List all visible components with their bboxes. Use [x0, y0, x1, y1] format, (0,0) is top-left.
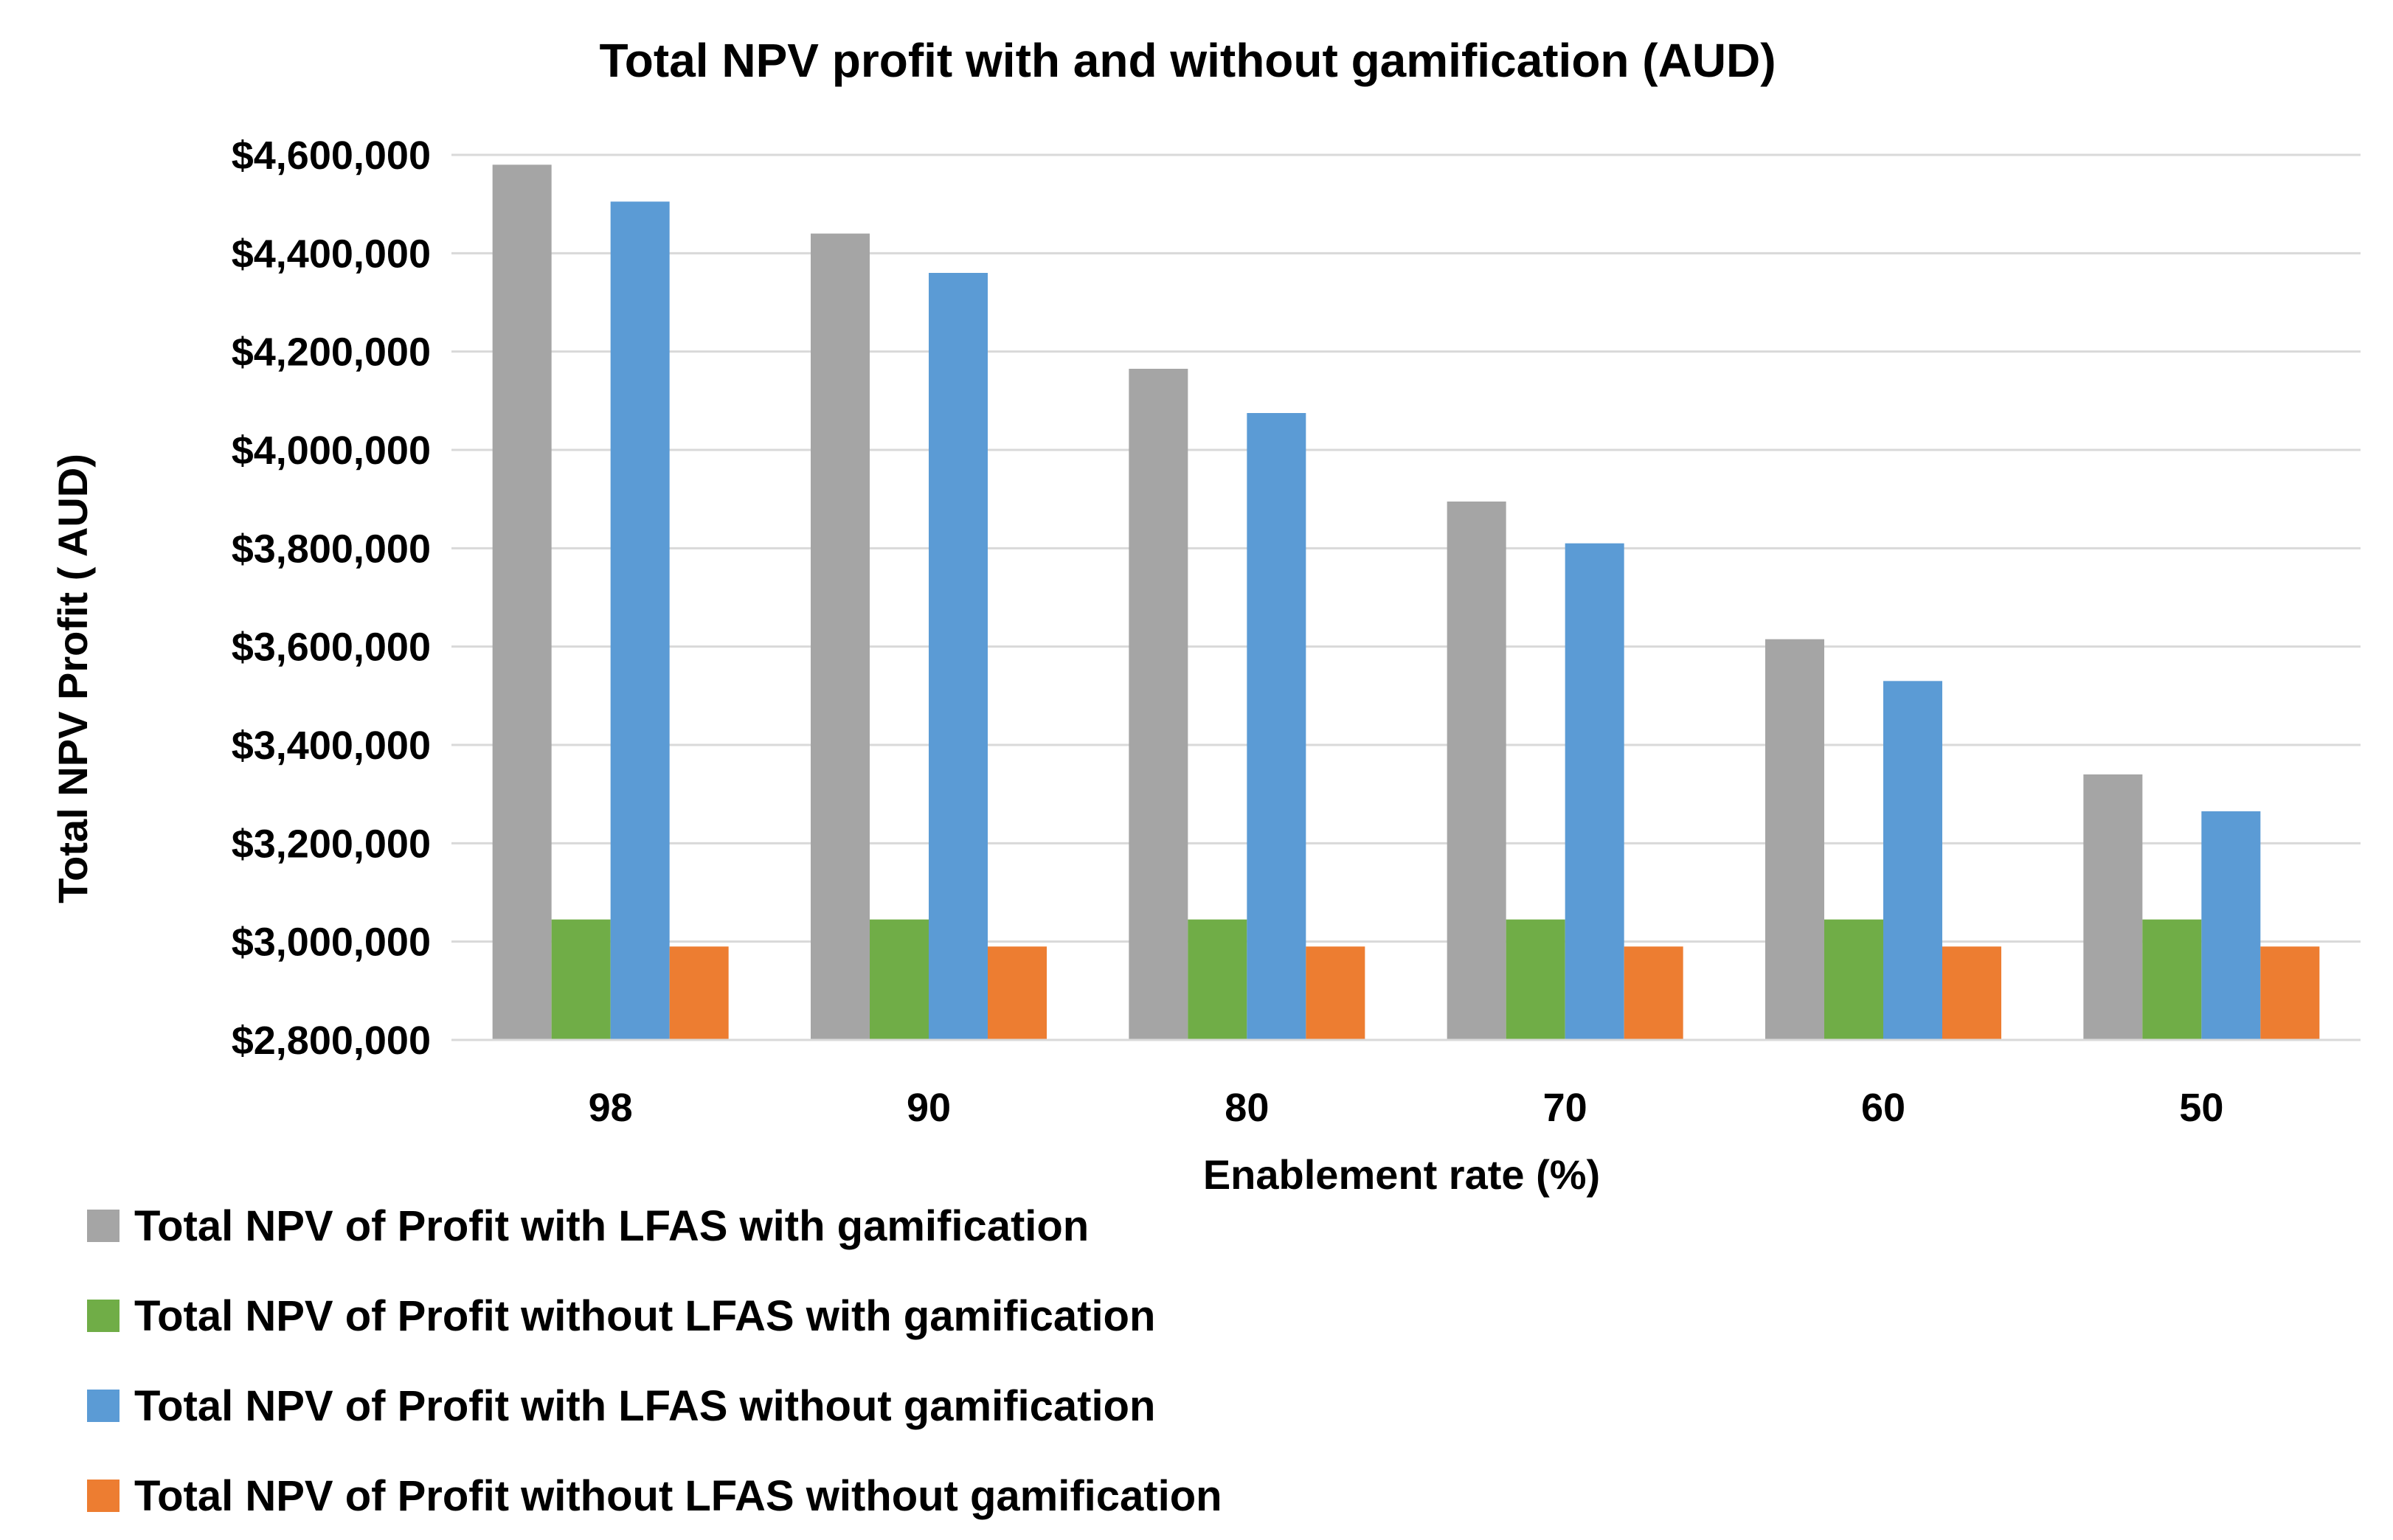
y-tick-label: $3,000,000: [232, 920, 431, 965]
y-axis-label: Total NPV Profit ( AUD): [49, 454, 96, 903]
chart-title: Total NPV profit with and without gamifi…: [599, 34, 1776, 87]
x-tick-label: 90: [907, 1086, 951, 1130]
bar-series-4-80: [1306, 946, 1365, 1040]
y-tick-label: $4,400,000: [232, 232, 431, 276]
gridlines: [451, 153, 2361, 943]
y-tick-label: $4,200,000: [232, 330, 431, 375]
y-axis-ticks: $2,800,000 $3,000,000 $3,200,000 $3,400,000…: [232, 133, 431, 1063]
legend: Total NPV of Profit with LFAS with gamif…: [87, 1202, 1222, 1520]
bar-series-4-60: [1942, 946, 2001, 1040]
y-tick-label: $4,000,000: [232, 429, 431, 473]
legend-swatch-2: [87, 1300, 120, 1332]
bar-series-2-98: [551, 919, 611, 1040]
legend-label-3: Total NPV of Profit with LFAS without ga…: [134, 1382, 1155, 1430]
bar-series-4-90: [988, 946, 1047, 1040]
y-tick-label: $3,800,000: [232, 527, 431, 571]
bar-series-3-90: [929, 273, 988, 1040]
legend-label-1: Total NPV of Profit with LFAS with gamif…: [134, 1202, 1089, 1250]
bar-series-1-98: [492, 164, 552, 1040]
legend-swatch-4: [87, 1480, 120, 1512]
bar-series-1-50: [2083, 774, 2143, 1040]
x-tick-label: 80: [1225, 1086, 1269, 1130]
x-tick-label: 70: [1543, 1086, 1587, 1130]
x-axis-ticks: 98 90 80 70 60 50: [589, 1086, 2224, 1130]
bar-series-1-80: [1129, 369, 1188, 1040]
bar-series-2-90: [870, 919, 929, 1040]
bar-series-4-50: [2260, 946, 2320, 1040]
x-tick-label: 60: [1861, 1086, 1905, 1130]
x-axis-label: Enablement rate (%): [1203, 1151, 1600, 1198]
bar-series-2-80: [1188, 919, 1247, 1040]
y-tick-label: $4,600,000: [232, 133, 431, 178]
legend-label-2: Total NPV of Profit without LFAS with ga…: [134, 1292, 1155, 1340]
legend-swatch-1: [87, 1210, 120, 1242]
bar-series-2-50: [2142, 919, 2202, 1040]
bar-series-3-70: [1565, 543, 1624, 1040]
y-tick-label: $3,600,000: [232, 625, 431, 670]
y-tick-label: $3,400,000: [232, 724, 431, 768]
legend-label-4: Total NPV of Profit without LFAS without…: [134, 1472, 1222, 1520]
bar-series-3-60: [1883, 681, 1942, 1040]
bar-series-3-50: [2201, 811, 2261, 1040]
bars: [492, 164, 2320, 1041]
x-tick-label: 98: [589, 1086, 633, 1130]
y-tick-label: $3,200,000: [232, 822, 431, 866]
bar-series-4-98: [669, 946, 729, 1040]
bar-series-1-60: [1765, 639, 1824, 1040]
bar-series-1-90: [811, 233, 870, 1041]
bar-series-3-98: [610, 201, 670, 1040]
bar-series-1-70: [1447, 502, 1506, 1040]
bar-series-2-60: [1824, 919, 1883, 1040]
x-tick-label: 50: [2179, 1086, 2223, 1130]
y-tick-label: $2,800,000: [232, 1019, 431, 1063]
bar-series-4-70: [1624, 946, 1683, 1040]
legend-swatch-3: [87, 1390, 120, 1422]
bar-series-3-80: [1247, 413, 1306, 1040]
bar-series-2-70: [1506, 919, 1565, 1040]
